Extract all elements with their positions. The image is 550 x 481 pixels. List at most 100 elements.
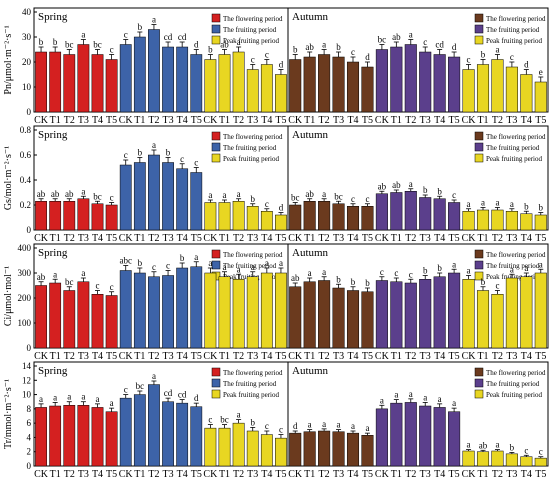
x-tick-label: T4 [92, 351, 103, 362]
significance-letter: a [110, 398, 114, 408]
legend-label: Peak fruiting period [486, 37, 542, 45]
bar [375, 280, 388, 349]
bar [162, 46, 174, 113]
significance-letter: ab [37, 189, 46, 199]
x-tick-label: T4 [434, 351, 445, 362]
y-tick-label: 0.4 [20, 175, 32, 185]
significance-letter: bc [65, 277, 74, 287]
significance-letter: b [138, 258, 143, 268]
bar [63, 54, 76, 113]
x-tick-label: CK [462, 351, 477, 362]
significance-letter: c [495, 281, 499, 291]
x-tick-label: CK [119, 351, 134, 362]
significance-letter: b [423, 185, 428, 195]
x-tick-label: T4 [92, 233, 103, 244]
significance-letter: a [265, 258, 269, 268]
significance-letter: c [110, 193, 114, 203]
significance-letter: a [67, 392, 71, 402]
bar [390, 402, 403, 467]
legend-label: The fruiting period [223, 26, 277, 34]
significance-letter: c [110, 45, 114, 55]
x-tick-label: CK [375, 233, 390, 244]
x-tick-label: T5 [106, 233, 117, 244]
significance-letter: e [539, 67, 543, 77]
significance-letter: c [152, 262, 156, 272]
significance-letter: b [180, 253, 185, 263]
bar [448, 272, 461, 349]
season-label-autumn: Autumn [292, 11, 329, 23]
significance-letter: c [208, 415, 212, 425]
y-tick-label: 0 [27, 461, 32, 471]
bar [332, 431, 345, 467]
significance-letter: b [138, 22, 143, 32]
significance-letter: c [110, 282, 114, 292]
significance-letter: a [351, 421, 355, 431]
bar [476, 290, 490, 349]
bar [105, 411, 118, 467]
bar [332, 203, 345, 231]
legend-swatch [211, 13, 221, 23]
bar [491, 59, 504, 113]
x-tick-label: T4 [521, 469, 532, 480]
x-tick-label: T3 [78, 351, 89, 362]
significance-letter: c [124, 30, 128, 40]
x-tick-label: T1 [304, 115, 315, 126]
x-tick-label: T3 [506, 115, 517, 126]
x-tick-label: CK [34, 351, 49, 362]
significance-letter: bc [334, 191, 343, 201]
bar [204, 427, 217, 467]
x-tick-label: T1 [134, 233, 145, 244]
x-tick-label: T4 [261, 115, 272, 126]
bar [91, 294, 104, 349]
bar [77, 405, 90, 467]
x-tick-label: T2 [492, 233, 503, 244]
significance-letter: a [495, 440, 499, 450]
legend-label: The fruiting period [486, 380, 540, 388]
y-tick-label: 0.2 [20, 200, 31, 210]
bar [105, 295, 118, 349]
x-tick-label: T3 [247, 351, 258, 362]
bar [133, 162, 146, 231]
x-tick-label: T4 [521, 233, 532, 244]
bar [133, 36, 146, 113]
x-tick-label: T3 [506, 469, 517, 480]
x-tick-label: T5 [449, 351, 460, 362]
bar [346, 61, 360, 113]
bar [505, 66, 518, 113]
significance-letter: d [194, 40, 199, 50]
bar [275, 214, 287, 231]
y-tick-label: 0.8 [20, 125, 32, 135]
bar [119, 44, 132, 113]
significance-letter: a [152, 140, 156, 150]
season-label-spring: Spring [38, 129, 68, 141]
x-tick-label: T4 [347, 351, 358, 362]
bar [218, 427, 231, 467]
legend-swatch [474, 35, 484, 45]
x-tick-label: T5 [275, 233, 286, 244]
bar [505, 211, 518, 231]
bar [49, 51, 62, 113]
significance-letter: a [322, 267, 326, 277]
significance-letter: a [223, 190, 227, 200]
x-tick-label: T2 [319, 233, 330, 244]
significance-letter: c [96, 281, 100, 291]
bar [260, 272, 273, 349]
y-tick-label: 6 [27, 418, 32, 428]
bar [404, 44, 417, 113]
significance-letter: c [166, 261, 170, 271]
legend-swatch [211, 131, 221, 141]
bar [289, 286, 302, 349]
bar [119, 164, 132, 231]
x-tick-label: T1 [477, 469, 488, 480]
bar [448, 202, 461, 231]
x-tick-label: T4 [261, 233, 272, 244]
significance-letter: a [423, 392, 427, 402]
significance-letter: b [437, 186, 442, 196]
significance-letter: ab [378, 181, 387, 191]
bar [303, 56, 316, 113]
bar [390, 281, 403, 349]
x-tick-label: T1 [134, 469, 145, 480]
bar [361, 435, 374, 467]
significance-letter: a [409, 389, 413, 399]
legend-swatch [211, 142, 221, 152]
